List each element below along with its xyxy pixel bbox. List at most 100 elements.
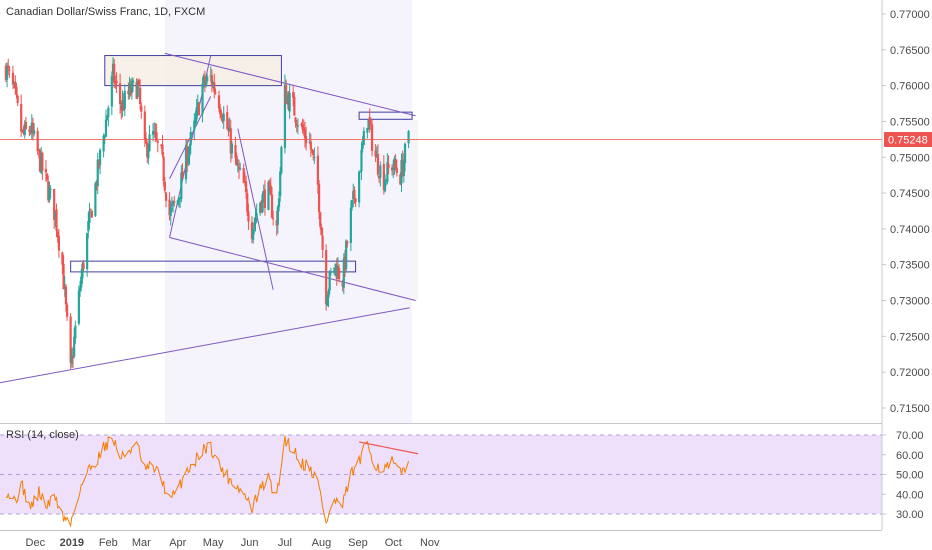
candle-body — [122, 101, 125, 111]
price-tick-label: 0.72500 — [890, 331, 930, 343]
rsi-tick-label: 50.00 — [896, 470, 924, 482]
candle-body — [209, 75, 212, 77]
candle-body — [40, 153, 43, 173]
candle-body — [181, 171, 184, 179]
candle-body — [88, 210, 91, 224]
candle-body — [69, 316, 72, 363]
candle-body — [30, 122, 33, 133]
candle-body — [71, 356, 75, 359]
candle-body — [4, 65, 7, 80]
candle-body — [337, 267, 341, 280]
candle-body — [95, 182, 98, 187]
candles-layer — [4, 56, 410, 369]
candle-body — [161, 144, 164, 155]
candle-body — [195, 107, 198, 120]
candle-body — [261, 194, 264, 212]
candle-body — [120, 105, 123, 111]
candle-body — [387, 164, 390, 169]
candle-body — [28, 129, 31, 132]
candle-body — [400, 159, 403, 184]
candle-body — [63, 286, 66, 288]
candle-body — [128, 83, 131, 95]
candle-body — [292, 92, 295, 98]
candle-body — [374, 150, 377, 157]
candle-body — [24, 121, 28, 129]
candle-body — [382, 163, 385, 191]
candle-body — [37, 149, 40, 151]
candle-body — [329, 272, 332, 274]
price-pane[interactable] — [0, 0, 882, 423]
candle-body — [194, 117, 197, 122]
candle-body — [113, 64, 116, 84]
candle-body — [352, 191, 355, 200]
candle-body — [283, 84, 287, 148]
candle-body — [376, 154, 380, 175]
candle-body — [90, 210, 93, 218]
candle-body — [302, 127, 305, 132]
candle-body — [189, 131, 192, 146]
trend-line[interactable] — [169, 237, 416, 302]
candle-body — [21, 129, 24, 131]
candle-body — [44, 168, 48, 173]
candle-body — [45, 173, 49, 180]
rsi-tick-label: 60.00 — [896, 450, 924, 462]
candle-body — [350, 199, 354, 208]
zone-box[interactable] — [358, 111, 413, 120]
candle-body — [263, 189, 267, 208]
candle-body — [168, 199, 171, 216]
candle-body — [144, 138, 148, 144]
candle-body — [390, 167, 394, 171]
candle-body — [227, 127, 230, 131]
trend-line[interactable] — [0, 307, 410, 384]
time-tick-label: Jun — [241, 537, 259, 549]
price-tick-label: 0.75500 — [890, 116, 930, 128]
candle-body — [48, 188, 51, 201]
candle-body — [320, 227, 323, 236]
candle-body — [279, 171, 282, 197]
candle-body — [276, 206, 279, 225]
candle-body — [368, 117, 371, 125]
zone-box[interactable] — [70, 260, 357, 273]
time-tick-label: Dec — [26, 537, 46, 549]
candle-body — [55, 209, 58, 231]
candle-body — [7, 65, 10, 69]
candle-body — [23, 123, 26, 136]
candle-body — [294, 117, 297, 123]
zone-box[interactable] — [104, 55, 282, 87]
candle-body — [139, 87, 142, 105]
candle-body — [362, 131, 365, 146]
candle-body — [41, 152, 44, 171]
time-axis[interactable]: Dec 2019 Feb Mar Apr May Jun Jul Aug Sep Oct Nov — [26, 537, 440, 549]
trend-line[interactable] — [237, 128, 274, 290]
rsi-trend-line[interactable] — [358, 441, 419, 455]
rsi-pane[interactable] — [0, 434, 882, 528]
candle-body — [107, 107, 110, 118]
candle-body — [252, 229, 255, 240]
candle-body — [201, 83, 204, 114]
candle-body — [173, 201, 176, 203]
candle-body — [399, 174, 402, 185]
rsi-axis[interactable]: 70.00 60.00 50.00 40.00 30.00 — [882, 430, 924, 521]
candle-body — [38, 150, 42, 172]
candle-body — [33, 130, 36, 134]
candle-body — [106, 115, 109, 121]
price-axis[interactable]: 0.77000 0.76500 0.76000 0.75500 0.75000 0.745… — [882, 9, 930, 415]
candle-body — [280, 147, 283, 174]
candle-body — [203, 76, 206, 85]
candle-body — [221, 119, 224, 122]
candle-body — [11, 72, 15, 85]
rsi-drawings — [358, 441, 419, 455]
candle-body — [267, 182, 270, 210]
candle-body — [143, 111, 146, 140]
candle-body — [246, 193, 249, 212]
candle-body — [131, 80, 135, 83]
candle-body — [196, 102, 199, 108]
trend-line[interactable] — [164, 52, 416, 117]
candle-body — [349, 207, 352, 243]
candle-body — [375, 154, 378, 158]
candle-body — [293, 96, 296, 116]
candle-body — [98, 149, 102, 165]
candle-body — [385, 179, 388, 181]
candle-body — [313, 157, 316, 159]
candle-body — [210, 75, 214, 87]
